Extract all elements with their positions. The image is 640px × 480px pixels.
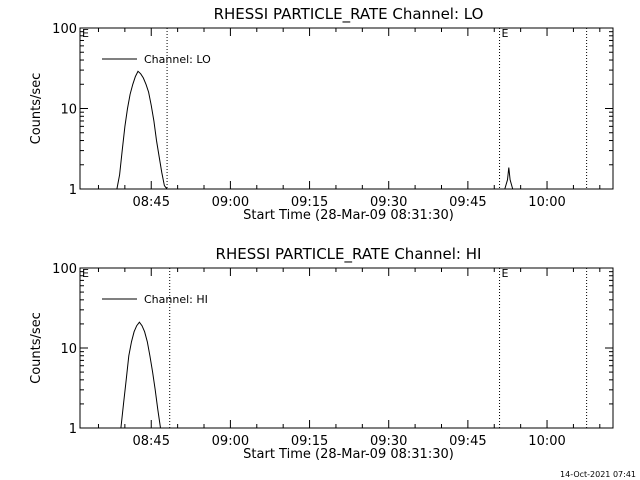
- x-tick-label: 10:00: [528, 195, 565, 210]
- event-marker-label: E: [502, 27, 509, 40]
- y-tick-label: 10: [60, 103, 77, 118]
- chart-title: RHESSI PARTICLE_RATE Channel: HI: [216, 245, 482, 264]
- x-tick-label: 09:15: [291, 195, 328, 210]
- chart-panel-lo: RHESSI PARTICLE_RATE Channel: LO 08:45 09:…: [29, 5, 614, 223]
- y-tick-label: 10: [60, 342, 77, 357]
- x-tick-label: 10:00: [528, 434, 565, 449]
- y-tick-label: 100: [52, 262, 77, 277]
- y-tick-label: 1: [69, 183, 77, 198]
- series-line: [504, 167, 514, 190]
- footer-timestamp: 14-Oct-2021 07:41: [560, 470, 636, 479]
- y-tick-label: 100: [52, 22, 77, 37]
- x-tick-label: 08:45: [133, 434, 170, 449]
- legend-entry: Channel: HI: [144, 293, 208, 306]
- chart-title: RHESSI PARTICLE_RATE Channel: LO: [214, 5, 484, 24]
- y-axis-label: Counts/sec: [29, 312, 44, 384]
- x-tick-label: 09:45: [449, 434, 486, 449]
- x-tick-label: 09:30: [370, 195, 407, 210]
- x-tick-label: 09:30: [370, 434, 407, 449]
- x-tick-label: 09:00: [212, 434, 249, 449]
- x-axis-label: Start Time (28-Mar-09 08:31:30): [243, 208, 454, 223]
- x-tick-label: 09:45: [449, 195, 486, 210]
- x-tick-label: 09:00: [212, 195, 249, 210]
- event-marker-label: E: [502, 267, 509, 280]
- legend-entry: Channel: LO: [144, 53, 211, 66]
- y-axis-label: Counts/sec: [29, 73, 44, 145]
- x-axis-label: Start Time (28-Mar-09 08:31:30): [243, 447, 454, 462]
- y-tick-label: 1: [69, 422, 77, 437]
- chart-panel-hi: RHESSI PARTICLE_RATE Channel: HI 08:45 09:…: [29, 245, 614, 462]
- x-tick-label: 09:15: [291, 434, 328, 449]
- x-tick-label: 08:45: [133, 195, 170, 210]
- event-marker-label: E: [82, 267, 89, 280]
- series-line: [120, 321, 161, 429]
- plot-frame: [79, 267, 614, 429]
- series-line: [116, 70, 168, 190]
- event-marker-label: E: [82, 27, 89, 40]
